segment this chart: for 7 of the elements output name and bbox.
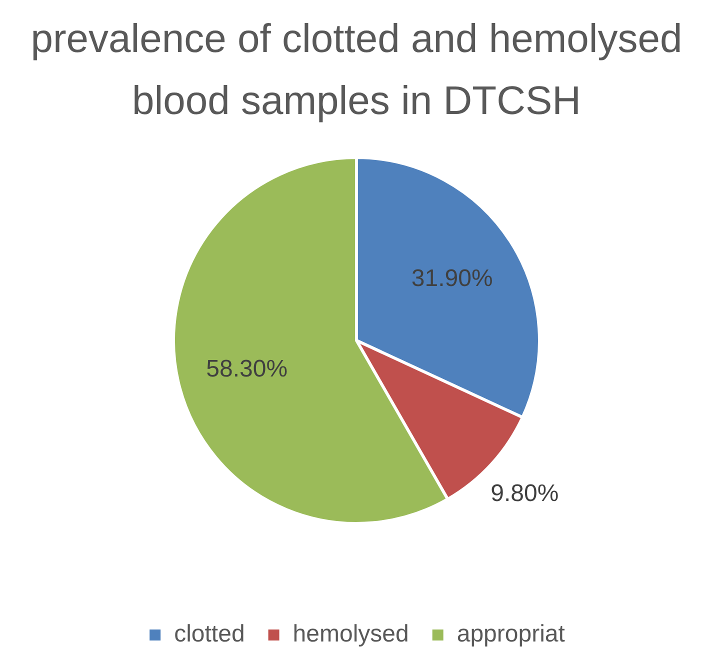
data-label: 58.30% <box>206 355 288 382</box>
legend-label: hemolysed <box>292 620 409 648</box>
legend-label: clotted <box>174 620 245 648</box>
data-label: 9.80% <box>490 480 559 508</box>
data-label: 31.90% <box>411 265 493 292</box>
chart-title: prevalence of clotted and hemolysed blood samples in DTCSH <box>30 16 684 125</box>
legend-label: appropriat <box>456 620 566 648</box>
